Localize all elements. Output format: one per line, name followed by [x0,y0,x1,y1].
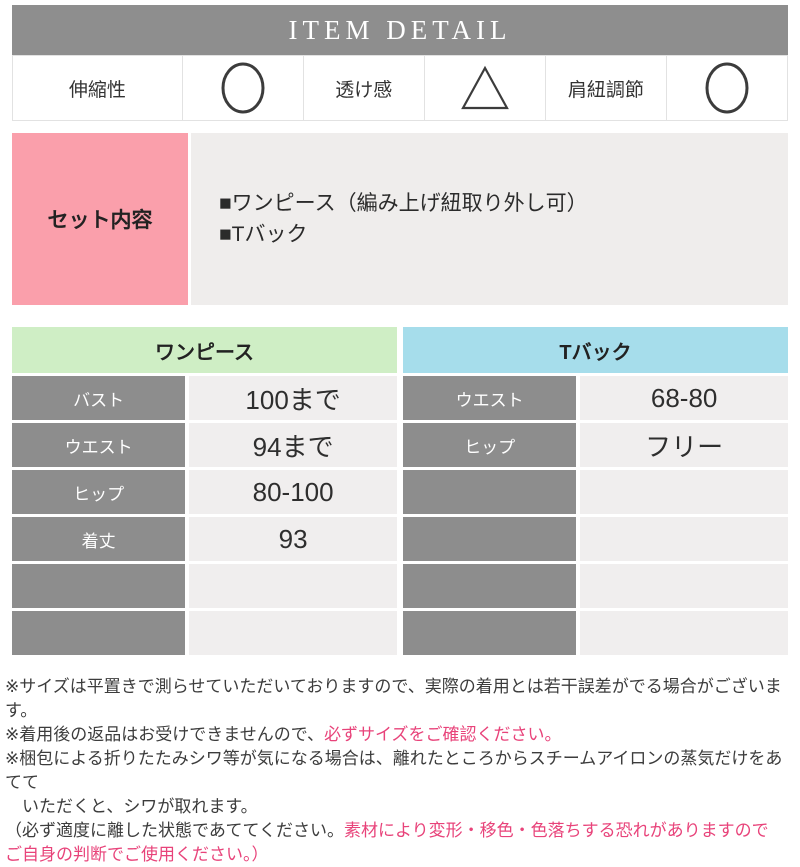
set-item: ■Tバック [219,223,308,246]
note-text: いただくと、シワが取れます。 [5,797,258,816]
note-text: （必ず適度に離した状態であててください。 [5,821,344,840]
size-table: Tバック ウエスト 68-80 ヒップ フリー [403,327,788,658]
table-row: ウエスト 68-80 [403,376,788,420]
table-row: ヒップ フリー [403,423,788,467]
set-contents-section: セット内容 ■ワンピース（編み上げ紐取り外し可） ■Tバック [12,133,788,305]
page-title-bar: ITEM DETAIL [12,5,788,55]
set-contents-body: ■ワンピース（編み上げ紐取り外し可） ■Tバック [191,133,788,305]
measure-label [403,517,577,561]
circle-icon [182,55,304,121]
table-row [403,611,788,655]
size-tables: ワンピース バスト 100まで ウエスト 94まで ヒップ 80-100 着丈 93 Tバック ウエ… [12,327,788,658]
table-row: 着丈 93 [12,517,397,561]
measure-value [189,611,397,655]
measure-value [189,564,397,608]
note-line: いただくと、シワが取れます。 [5,795,795,819]
measure-label: ウエスト [403,376,577,420]
measure-value [580,564,788,608]
size-table: ワンピース バスト 100まで ウエスト 94まで ヒップ 80-100 着丈 93 [12,327,397,658]
table-row: バスト 100まで [12,376,397,420]
measure-value: 93 [189,517,397,561]
measure-value: フリー [580,423,788,467]
attributes-table: 伸縮性 透け感 肩紐調節 [12,55,788,121]
note-line: （必ず適度に離した状態であててください。素材により変形・移色・色落ちする恐れがあ… [5,819,795,843]
measure-value: 100まで [189,376,397,420]
size-notes: ※サイズは平置きで測らせていただいておりますので、実際の着用とは若干誤差がでる場… [5,675,795,867]
note-line: ※着用後の返品はお受けできませんので、必ずサイズをご確認ください。 [5,723,795,747]
note-text: ※サイズは平置きで測らせていただいておりますので、実際の着用とは若干誤差がでる場… [5,677,782,720]
attribute-label: 肩紐調節 [545,55,667,121]
attribute-label: 透け感 [303,55,425,121]
note-text: ※梱包による折りたたみシワ等が気になる場合は、離れたところからスチームアイロンの… [5,749,783,792]
note-text: 素材により変形・移色・色落ちする恐れがありますので [343,821,769,840]
measure-value [580,611,788,655]
set-item: ■ワンピース（編み上げ紐取り外し可） [219,192,588,215]
measure-value: 68-80 [580,376,788,420]
size-table-title: Tバック [403,327,788,373]
measure-label [403,564,577,608]
set-contents-label: セット内容 [12,133,188,305]
table-row [403,564,788,608]
measure-label: ヒップ [12,470,186,514]
measure-value: 80-100 [189,470,397,514]
table-row [12,564,397,608]
measure-label: バスト [12,376,186,420]
note-line: ※サイズは平置きで測らせていただいておりますので、実際の着用とは若干誤差がでる場… [5,675,795,723]
attribute-label: 伸縮性 [12,55,183,121]
page-title: ITEM DETAIL [288,14,512,45]
measure-label [12,564,186,608]
measure-label: 着丈 [12,517,186,561]
circle-icon [666,55,788,121]
measure-value: 94まで [189,423,397,467]
table-row: ヒップ 80-100 [12,470,397,514]
note-text: ご自身の判断でご使用ください。） [5,845,269,864]
measure-label [12,611,186,655]
note-text: ※着用後の返品はお受けできませんので、 [5,725,325,744]
table-row [403,517,788,561]
table-row: ウエスト 94まで [12,423,397,467]
triangle-icon [424,55,546,121]
measure-label [403,611,577,655]
table-row [12,611,397,655]
measure-label: ウエスト [12,423,186,467]
note-text: 必ずサイズをご確認ください。 [324,725,562,744]
size-table-title: ワンピース [12,327,397,373]
note-line: ※梱包による折りたたみシワ等が気になる場合は、離れたところからスチームアイロンの… [5,747,795,795]
measure-label [403,470,577,514]
measure-value [580,470,788,514]
note-line: ご自身の判断でご使用ください。） [5,843,795,867]
measure-label: ヒップ [403,423,577,467]
measure-value [580,517,788,561]
table-row [403,470,788,514]
